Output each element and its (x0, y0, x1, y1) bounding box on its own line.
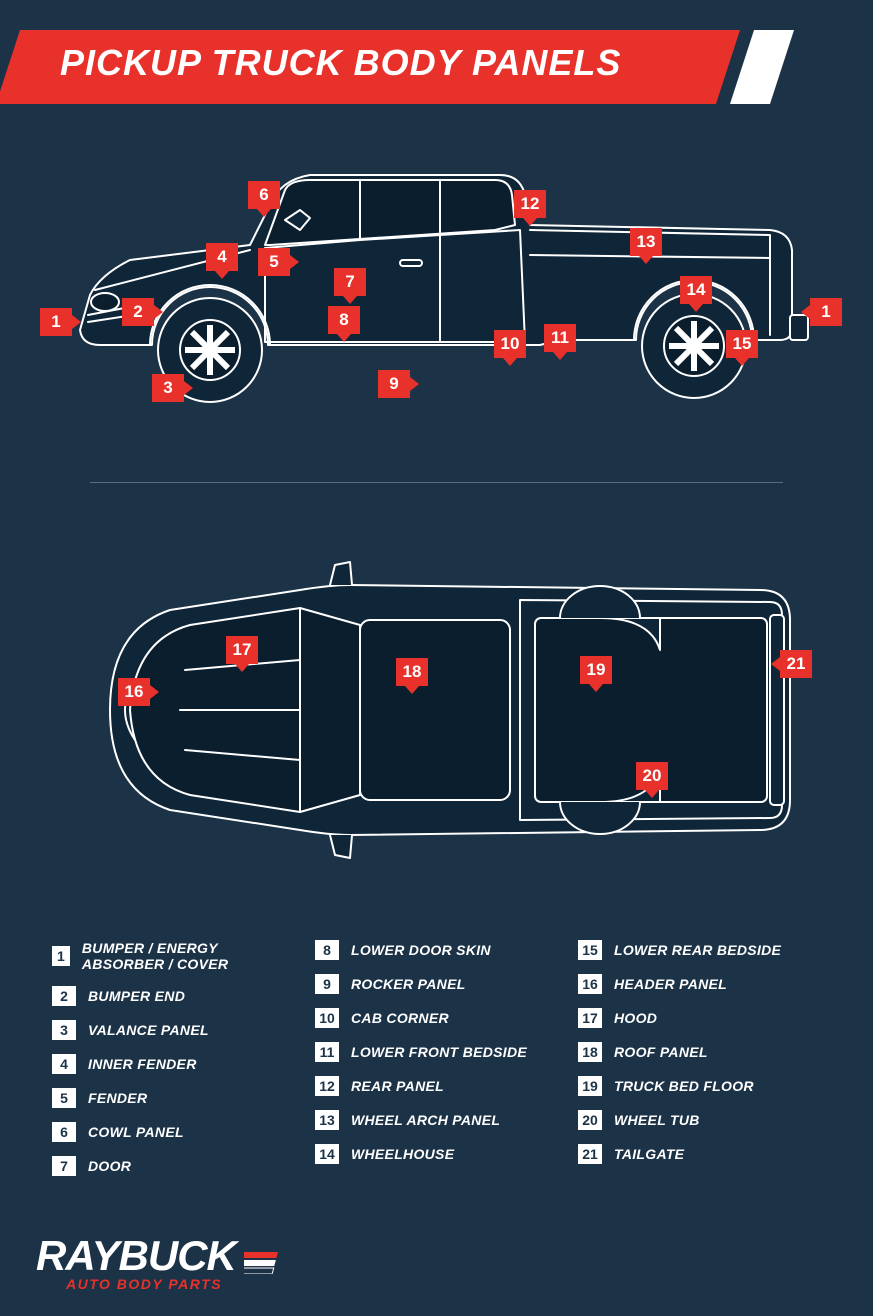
legend-item: 17 HOOD (578, 1008, 821, 1028)
legend-label: VALANCE PANEL (88, 1022, 209, 1038)
legend-item: 6 COWL PANEL (52, 1122, 295, 1142)
diagram-marker: 10 (494, 330, 526, 358)
legend-number: 1 (52, 946, 70, 966)
logo-text: RAYBUCK (36, 1232, 236, 1279)
legend-number: 16 (578, 974, 602, 994)
legend-item: 18 ROOF PANEL (578, 1042, 821, 1062)
legend-label: TAILGATE (614, 1146, 684, 1162)
legend-label: COWL PANEL (88, 1124, 184, 1140)
legend-number: 15 (578, 940, 602, 960)
legend-label: INNER FENDER (88, 1056, 197, 1072)
diagram-marker: 18 (396, 658, 428, 686)
diagram-marker: 21 (780, 650, 812, 678)
legend-label: BUMPER END (88, 988, 185, 1004)
legend-item: 21 TAILGATE (578, 1144, 821, 1164)
diagram-marker: 6 (248, 181, 280, 209)
legend-item: 2 BUMPER END (52, 986, 295, 1006)
legend-number: 20 (578, 1110, 602, 1130)
diagram-marker: 14 (680, 276, 712, 304)
legend-label: BUMPER / ENERGY ABSORBER / COVER (82, 940, 295, 972)
legend-label: LOWER REAR BEDSIDE (614, 942, 781, 958)
legend-number: 18 (578, 1042, 602, 1062)
legend-item: 16 HEADER PANEL (578, 974, 821, 994)
diagram-marker: 3 (152, 374, 184, 402)
section-divider (90, 482, 783, 483)
diagram-marker: 15 (726, 330, 758, 358)
legend-label: FENDER (88, 1090, 147, 1106)
legend-number: 21 (578, 1144, 602, 1164)
diagram-marker: 7 (334, 268, 366, 296)
diagram-marker: 8 (328, 306, 360, 334)
legend-number: 11 (315, 1042, 339, 1062)
legend-label: WHEEL ARCH PANEL (351, 1112, 500, 1128)
legend-item: 9 ROCKER PANEL (315, 974, 558, 994)
legend-column-2: 8 LOWER DOOR SKIN 9 ROCKER PANEL 10 CAB CORNE… (315, 940, 558, 1176)
legend-item: 12 REAR PANEL (315, 1076, 558, 1096)
legend-number: 10 (315, 1008, 339, 1028)
legend-number: 14 (315, 1144, 339, 1164)
diagram-marker: 17 (226, 636, 258, 664)
legend-label: CAB CORNER (351, 1010, 449, 1026)
legend-number: 6 (52, 1122, 76, 1142)
legend-label: WHEELHOUSE (351, 1146, 454, 1162)
legend-item: 11 LOWER FRONT BEDSIDE (315, 1042, 558, 1062)
title-bg-white (730, 30, 794, 104)
diagram-marker: 11 (544, 324, 576, 352)
legend: 1 BUMPER / ENERGY ABSORBER / COVER 2 BUMPER… (52, 940, 821, 1176)
legend-number: 2 (52, 986, 76, 1006)
diagram-marker: 12 (514, 190, 546, 218)
legend-item: 3 VALANCE PANEL (52, 1020, 295, 1040)
legend-label: LOWER FRONT BEDSIDE (351, 1044, 527, 1060)
legend-item: 13 WHEEL ARCH PANEL (315, 1110, 558, 1130)
brand-logo: RAYBUCK AUTO BODY PARTS (36, 1232, 278, 1292)
legend-column-3: 15 LOWER REAR BEDSIDE 16 HEADER PANEL 17 HOOD… (578, 940, 821, 1176)
diagram-marker: 4 (206, 243, 238, 271)
legend-label: REAR PANEL (351, 1078, 444, 1094)
legend-number: 8 (315, 940, 339, 960)
legend-item: 15 LOWER REAR BEDSIDE (578, 940, 821, 960)
legend-number: 17 (578, 1008, 602, 1028)
legend-number: 7 (52, 1156, 76, 1176)
legend-item: 7 DOOR (52, 1156, 295, 1176)
diagram-marker: 5 (258, 248, 290, 276)
legend-number: 4 (52, 1054, 76, 1074)
legend-label: ROOF PANEL (614, 1044, 708, 1060)
legend-number: 12 (315, 1076, 339, 1096)
legend-number: 13 (315, 1110, 339, 1130)
diagram-marker: 1 (40, 308, 72, 336)
legend-label: LOWER DOOR SKIN (351, 942, 491, 958)
legend-label: HOOD (614, 1010, 657, 1026)
legend-label: TRUCK BED FLOOR (614, 1078, 754, 1094)
legend-column-1: 1 BUMPER / ENERGY ABSORBER / COVER 2 BUMPER… (52, 940, 295, 1176)
legend-number: 9 (315, 974, 339, 994)
diagram-marker: 16 (118, 678, 150, 706)
legend-number: 5 (52, 1088, 76, 1108)
legend-item: 8 LOWER DOOR SKIN (315, 940, 558, 960)
legend-item: 19 TRUCK BED FLOOR (578, 1076, 821, 1096)
diagram-marker: 1 (810, 298, 842, 326)
legend-label: ROCKER PANEL (351, 976, 466, 992)
legend-item: 20 WHEEL TUB (578, 1110, 821, 1130)
diagram-marker: 9 (378, 370, 410, 398)
legend-number: 3 (52, 1020, 76, 1040)
diagram-marker: 19 (580, 656, 612, 684)
legend-item: 14 WHEELHOUSE (315, 1144, 558, 1164)
diagram-marker: 20 (636, 762, 668, 790)
truck-top-view (0, 540, 873, 880)
legend-item: 10 CAB CORNER (315, 1008, 558, 1028)
legend-item: 5 FENDER (52, 1088, 295, 1108)
legend-label: HEADER PANEL (614, 976, 727, 992)
diagram-marker: 13 (630, 228, 662, 256)
legend-number: 19 (578, 1076, 602, 1096)
logo-flag-icon (244, 1252, 278, 1279)
legend-item: 1 BUMPER / ENERGY ABSORBER / COVER (52, 940, 295, 972)
diagram-marker: 2 (122, 298, 154, 326)
legend-label: WHEEL TUB (614, 1112, 700, 1128)
legend-label: DOOR (88, 1158, 131, 1174)
legend-item: 4 INNER FENDER (52, 1054, 295, 1074)
page-title: PICKUP TRUCK BODY PANELS (60, 42, 621, 84)
